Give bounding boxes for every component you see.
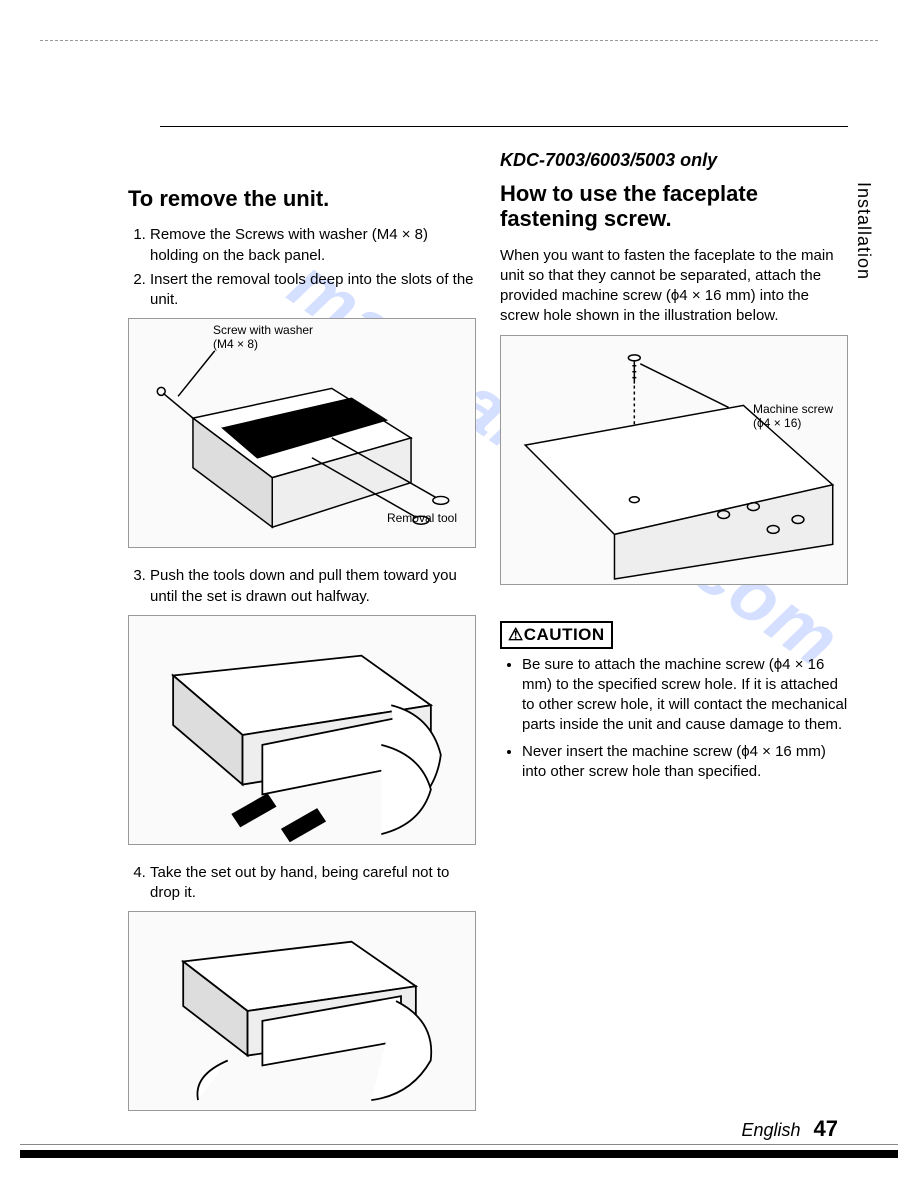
right-title: How to use the faceplate fastening screw… (500, 181, 848, 232)
figure-remove-1: Screw with washer (M4 × 8) Removal tool (128, 318, 476, 548)
right-column: KDC-7003/6003/5003 only How to use the f… (500, 150, 848, 1129)
footer-page-number: 47 (814, 1116, 838, 1141)
page-footer: English 47 (741, 1116, 838, 1142)
bottom-rule (20, 1150, 898, 1158)
model-subhead: KDC-7003/6003/5003 only (500, 150, 848, 171)
fig1-label-tool: Removal tool (387, 511, 457, 525)
right-intro: When you want to fasten the faceplate to… (500, 246, 848, 327)
step-4: Take the set out by hand, being careful … (150, 863, 476, 904)
fig-label-machine-screw: Machine screw (ϕ4 × 16) (753, 402, 833, 430)
left-column: To remove the unit. Remove the Screws wi… (128, 150, 476, 1129)
figure-remove-2 (128, 615, 476, 845)
figure-faceplate-screw: Machine screw (ϕ4 × 16) (500, 335, 848, 585)
steps-1-2: Remove the Screws with washer (M4 × 8) h… (128, 225, 476, 310)
caution-heading: ⚠CAUTION (500, 621, 613, 649)
left-title: To remove the unit. (128, 186, 476, 211)
caution-item-1: Be sure to attach the machine screw (ϕ4 … (522, 655, 848, 736)
section-tab: Installation (853, 182, 874, 280)
fig1-label-screw: Screw with washer (M4 × 8) (213, 323, 313, 351)
caution-list: Be sure to attach the machine screw (ϕ4 … (500, 655, 848, 783)
steps-3: Push the tools down and pull them toward… (128, 566, 476, 607)
footer-language: English (741, 1120, 800, 1140)
page-content: To remove the unit. Remove the Screws wi… (128, 150, 848, 1129)
caution-item-2: Never insert the machine screw (ϕ4 × 16 … (522, 742, 848, 783)
step-1: Remove the Screws with washer (M4 × 8) h… (150, 225, 476, 266)
figure-remove-3 (128, 911, 476, 1111)
steps-4: Take the set out by hand, being careful … (128, 863, 476, 904)
step-2: Insert the removal tools deep into the s… (150, 270, 476, 311)
step-3: Push the tools down and pull them toward… (150, 566, 476, 607)
